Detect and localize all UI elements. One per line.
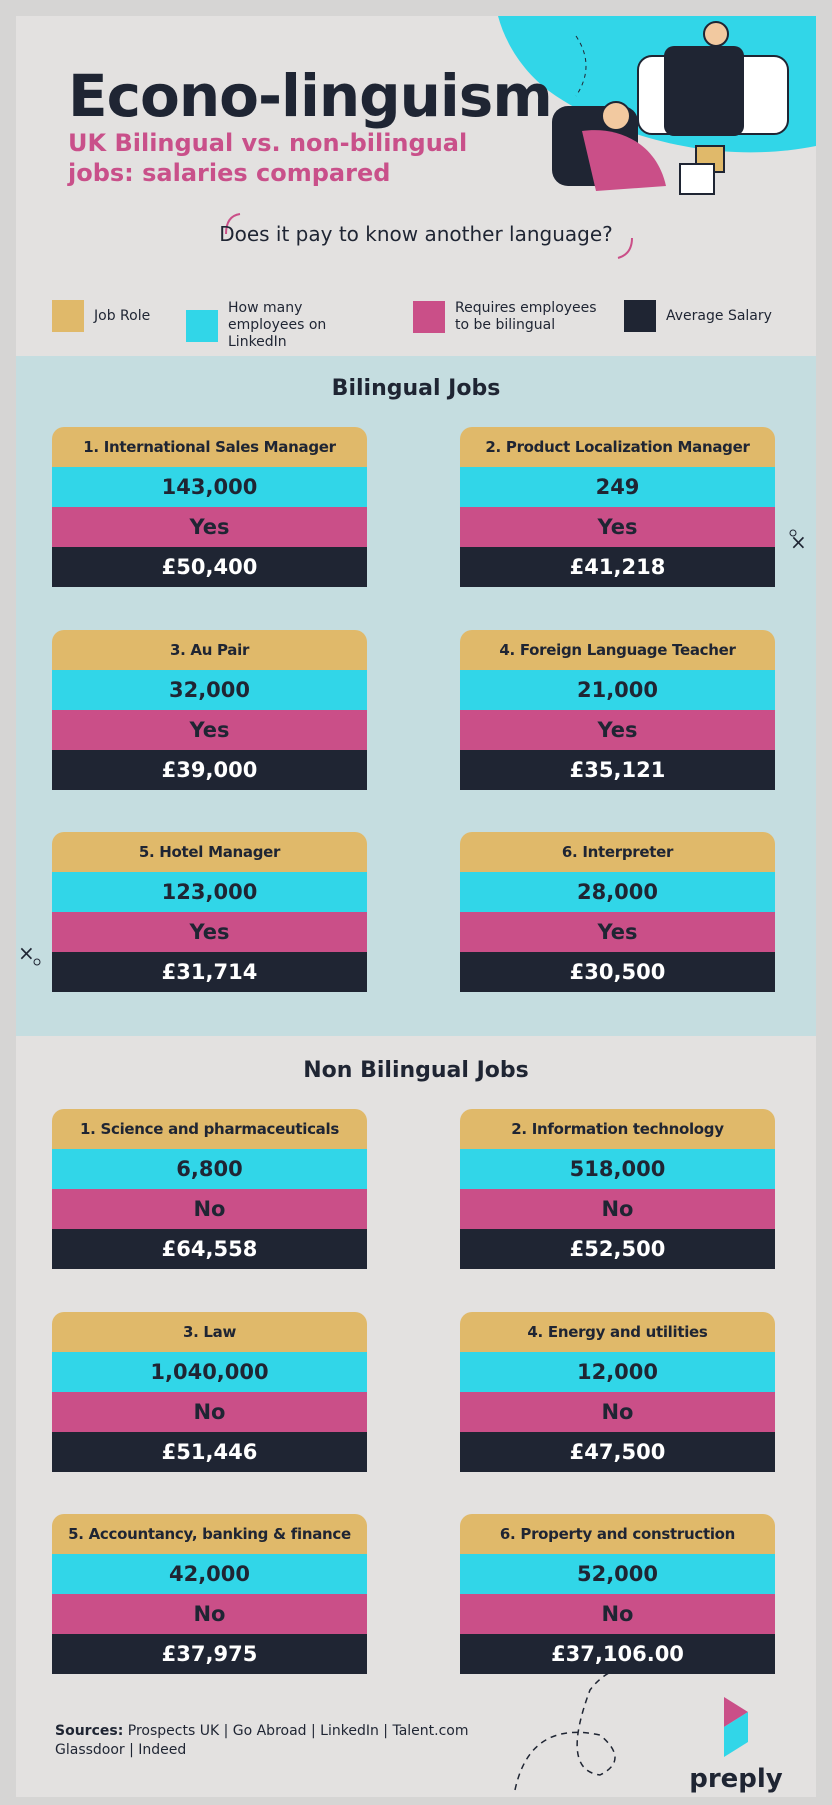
- job-card: 6. Property and construction 52,000 No £37,…: [460, 1514, 775, 1674]
- job-role: 5. Accountancy, banking & finance: [52, 1514, 367, 1554]
- job-card: 3. Law 1,040,000 No £51,446: [52, 1312, 367, 1472]
- requires-bilingual: Yes: [52, 710, 367, 750]
- job-role: 4. Energy and utilities: [460, 1312, 775, 1352]
- job-role: 5. Hotel Manager: [52, 832, 367, 872]
- employees: 249: [460, 467, 775, 507]
- average-salary: £52,500: [460, 1229, 775, 1269]
- average-salary: £51,446: [52, 1432, 367, 1472]
- requires-bilingual: Yes: [460, 710, 775, 750]
- job-role: 2. Product Localization Manager: [460, 427, 775, 467]
- employees: 1,040,000: [52, 1352, 367, 1392]
- job-role: 3. Au Pair: [52, 630, 367, 670]
- legend-swatch: [624, 300, 656, 332]
- legend-label: Job Role: [94, 307, 151, 324]
- subtitle: UK Bilingual vs. non-bilingual jobs: sal…: [68, 129, 468, 187]
- average-salary: £41,218: [460, 547, 775, 587]
- sources-line: Glassdoor | Indeed: [55, 1742, 187, 1758]
- average-salary: £35,121: [460, 750, 775, 790]
- average-salary: £37,975: [52, 1634, 367, 1674]
- requires-bilingual: Yes: [52, 507, 367, 547]
- requires-bilingual: Yes: [460, 507, 775, 547]
- job-card: 4. Energy and utilities 12,000 No £47,500: [460, 1312, 775, 1472]
- requires-bilingual: No: [460, 1189, 775, 1229]
- job-role: 1. International Sales Manager: [52, 427, 367, 467]
- requires-bilingual: No: [52, 1189, 367, 1229]
- job-card: 5. Accountancy, banking & finance 42,000 N…: [52, 1514, 367, 1674]
- job-role: 6. Property and construction: [460, 1514, 775, 1554]
- title: Econo-linguism: [68, 62, 553, 130]
- average-salary: £30,500: [460, 952, 775, 992]
- sources: Sources: Prospects UK | Go Abroad | Link…: [55, 1722, 469, 1760]
- legend-swatch: [186, 309, 218, 342]
- average-salary: £47,500: [460, 1432, 775, 1472]
- job-card: 6. Interpreter 28,000 Yes £30,500: [460, 832, 775, 992]
- job-role: 6. Interpreter: [460, 832, 775, 872]
- bilingual-section: Bilingual Jobs 1. International Sales Man…: [16, 356, 816, 1036]
- job-role: 3. Law: [52, 1312, 367, 1352]
- section-title: Non Bilingual Jobs: [303, 1058, 529, 1083]
- job-card: 5. Hotel Manager 123,000 Yes £31,714: [52, 832, 367, 992]
- average-salary: £64,558: [52, 1229, 367, 1269]
- job-role: 4. Foreign Language Teacher: [460, 630, 775, 670]
- employees: 143,000: [52, 467, 367, 507]
- legend-label: Requires employees to be bilingual: [455, 300, 597, 333]
- question: Does it pay to know another language?: [219, 222, 613, 246]
- header-section: Econo-linguism UK Bilingual vs. non-bili…: [16, 16, 816, 356]
- employees: 518,000: [460, 1149, 775, 1189]
- legend-item: How many employees on LinkedIn: [186, 300, 376, 351]
- legend-swatch: [413, 301, 445, 333]
- employees: 42,000: [52, 1554, 367, 1594]
- job-card: 3. Au Pair 32,000 Yes £39,000: [52, 630, 367, 790]
- legend-item: Average Salary: [624, 300, 774, 332]
- requires-bilingual: No: [460, 1392, 775, 1432]
- average-salary: £37,106.00: [460, 1634, 775, 1674]
- employees: 6,800: [52, 1149, 367, 1189]
- requires-bilingual: No: [460, 1594, 775, 1634]
- legend-item: Requires employees to be bilingual: [413, 300, 603, 334]
- average-salary: £39,000: [52, 750, 367, 790]
- requires-bilingual: Yes: [460, 912, 775, 952]
- job-role: 2. Information technology: [460, 1109, 775, 1149]
- section-title: Bilingual Jobs: [331, 376, 501, 401]
- job-role: 1. Science and pharmaceuticals: [52, 1109, 367, 1149]
- employees: 12,000: [460, 1352, 775, 1392]
- average-salary: £50,400: [52, 547, 367, 587]
- average-salary: £31,714: [52, 952, 367, 992]
- job-card: 1. Science and pharmaceuticals 6,800 No £64…: [52, 1109, 367, 1269]
- job-card: 1. International Sales Manager 143,000 Yes…: [52, 427, 367, 587]
- employees: 123,000: [52, 872, 367, 912]
- employees: 21,000: [460, 670, 775, 710]
- requires-bilingual: No: [52, 1392, 367, 1432]
- employees: 32,000: [52, 670, 367, 710]
- job-card: 2. Product Localization Manager 249 Yes £41…: [460, 427, 775, 587]
- illustration: [498, 16, 816, 195]
- job-card: 4. Foreign Language Teacher 21,000 Yes £35,…: [460, 630, 775, 790]
- sources-label: Sources:: [55, 1723, 124, 1739]
- employees: 28,000: [460, 872, 775, 912]
- requires-bilingual: No: [52, 1594, 367, 1634]
- legend-label: How many employees on LinkedIn: [228, 300, 327, 350]
- legend-swatch: [52, 300, 84, 332]
- quote-marks: [225, 213, 633, 259]
- legend-label: Average Salary: [666, 307, 772, 324]
- job-card: 2. Information technology 518,000 No £52,50…: [460, 1109, 775, 1269]
- employees: 52,000: [460, 1554, 775, 1594]
- requires-bilingual: Yes: [52, 912, 367, 952]
- legend-item: Job Role: [52, 300, 202, 332]
- non-bilingual-section: Non Bilingual Jobs 1. Science and pharmac…: [16, 1036, 816, 1797]
- sources-line: Prospects UK | Go Abroad | LinkedIn | Ta…: [127, 1723, 469, 1739]
